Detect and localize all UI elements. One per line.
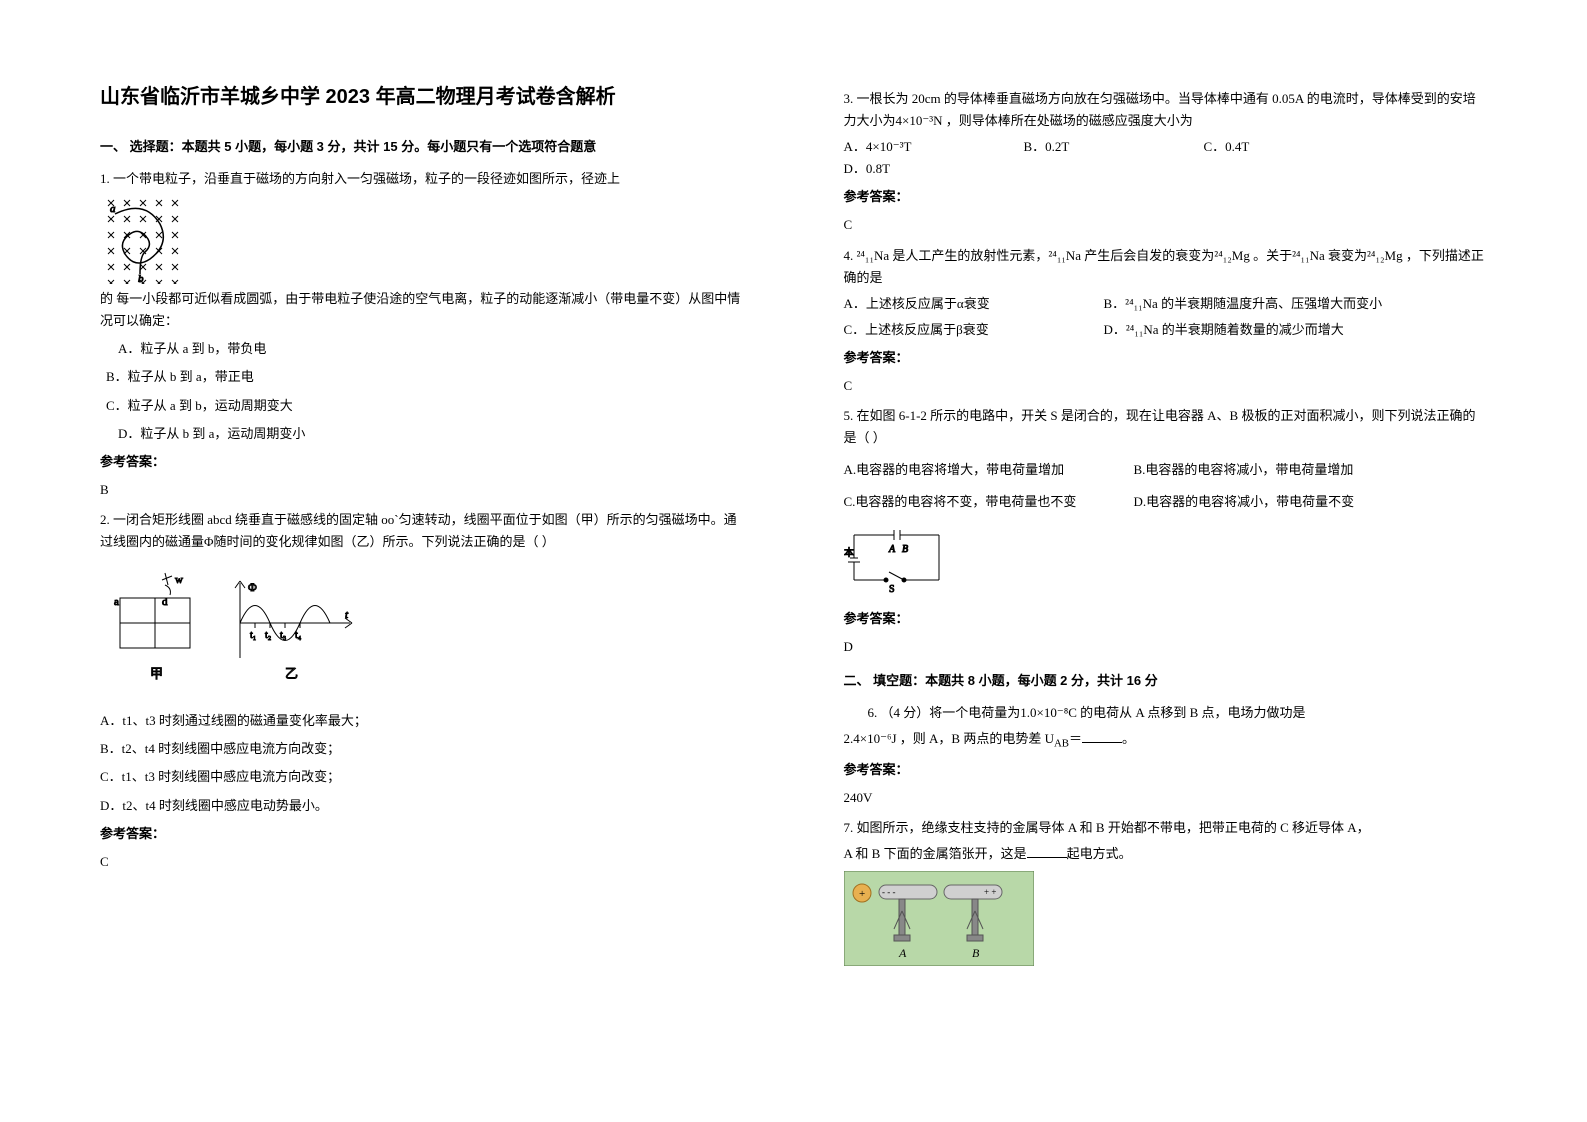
question-4: 4. ²⁴₁₁Na 是人工产生的放射性元素，²⁴₁₁Na 产生后会自发的衰变为²…: [844, 245, 1488, 341]
svg-text:t₄: t₄: [295, 630, 302, 641]
q5-opt-c: C.电容器的电容将不变，带电荷量也不变: [844, 491, 1104, 513]
answer-label: 参考答案：: [844, 186, 1488, 208]
svg-text:甲: 甲: [150, 666, 163, 681]
svg-text:B: B: [902, 544, 908, 555]
q5-opt-b: B.电容器的电容将减小，带电荷量增加: [1134, 459, 1354, 481]
q7-text-b: A 和 B 下面的金属箔张开，这是起电方式。: [844, 843, 1488, 865]
q1-figure: a b: [100, 194, 744, 284]
q2-answer: C: [100, 851, 744, 873]
svg-text:a: a: [110, 203, 116, 215]
q4-opt-a: A．上述核反应属于α衰变: [844, 293, 1074, 315]
q6-answer: 240V: [844, 787, 1488, 809]
svg-text:+: +: [859, 888, 865, 900]
svg-text:d: d: [162, 596, 168, 608]
svg-text:乙: 乙: [285, 666, 298, 681]
answer-label: 参考答案：: [844, 608, 1488, 630]
q5-opt-d: D.电容器的电容将减小，带电荷量不变: [1134, 491, 1355, 513]
q4-opt-b: B．²⁴₁₁Na 的半衰期随温度升高、压强增大而变小: [1104, 293, 1383, 315]
svg-text:t₁: t₁: [250, 630, 256, 641]
svg-text:- - -: - - -: [882, 887, 896, 897]
svg-text:A: A: [898, 946, 907, 960]
svg-text:+ +: + +: [984, 887, 996, 897]
q3-answer: C: [844, 214, 1488, 236]
q7-figure: + A B - - - + +: [844, 871, 1488, 973]
svg-text:Φ: Φ: [248, 580, 257, 594]
svg-text:A: A: [888, 544, 896, 555]
q5-opt-a: A.电容器的电容将增大，带电荷量增加: [844, 459, 1104, 481]
q4-opt-d: D．²⁴₁₁Na 的半衰期随着数量的减少而增大: [1104, 319, 1344, 341]
section2-header: 二、 填空题：本题共 8 小题，每小题 2 分，共计 16 分: [844, 670, 1488, 692]
q5-answer: D: [844, 636, 1488, 658]
svg-text:b: b: [138, 273, 144, 284]
q1-text-b: 的 每一小段都可近似看成圆弧，由于带电粒子使沿途的空气电离，粒子的动能逐渐减小（…: [100, 288, 744, 332]
q1-opt-a: A．粒子从 a 到 b，带负电: [118, 338, 744, 360]
svg-text:S: S: [889, 584, 895, 595]
question-6: 6. （4 分）将一个电荷量为1.0×10⁻⁸C 的电荷从 A 点移到 B 点，…: [844, 702, 1488, 753]
q3-opt-d: D．0.8T: [844, 158, 994, 180]
svg-text:本: 本: [844, 546, 854, 559]
question-2: 2. 一闭合矩形线圈 abcd 绕垂直于磁感线的固定轴 oo`匀速转动，线圈平面…: [100, 509, 744, 817]
q4-answer: C: [844, 375, 1488, 397]
q2-opt-a: A．t1、t3 时刻通过线圈的磁通量变化率最大；: [100, 710, 744, 732]
q3-opt-c: C．0.4T: [1204, 136, 1354, 158]
svg-text:t: t: [345, 609, 349, 621]
svg-text:t₃: t₃: [280, 630, 286, 641]
q1-text-a: 1. 一个带电粒子，沿垂直于磁场的方向射入一匀强磁场，粒子的一段径迹如图所示，径…: [100, 168, 744, 190]
svg-text:a: a: [114, 596, 119, 608]
section1-header: 一、 选择题：本题共 5 小题，每小题 3 分，共计 15 分。每小题只有一个选…: [100, 136, 744, 158]
q5-figure: A B S 本: [844, 520, 1488, 602]
q3-text: 3. 一根长为 20cm 的导体棒垂直磁场方向放在匀强磁场中。当导体棒中通有 0…: [844, 88, 1488, 132]
q5-text: 5. 在如图 6-1-2 所示的电路中，开关 S 是闭合的，现在让电容器 A、B…: [844, 405, 1488, 449]
q3-opt-b: B．0.2T: [1024, 136, 1174, 158]
q4-opt-c: C．上述核反应属于β衰变: [844, 319, 1074, 341]
q1-opt-c: C．粒子从 a 到 b，运动周期变大: [106, 395, 744, 417]
q7-text-a: 7. 如图所示，绝缘支柱支持的金属导体 A 和 B 开始都不带电，把带正电荷的 …: [844, 817, 1488, 839]
q4-text: 4. ²⁴₁₁Na 是人工产生的放射性元素，²⁴₁₁Na 产生后会自发的衰变为²…: [844, 245, 1488, 289]
answer-label: 参考答案：: [100, 823, 744, 845]
q2-opt-c: C．t1、t3 时刻线圈中感应电流方向改变；: [100, 766, 744, 788]
q2-figure: a d w 甲 Φ t₁ t₂ t₃ t₄: [100, 563, 744, 700]
q2-text: 2. 一闭合矩形线圈 abcd 绕垂直于磁感线的固定轴 oo`匀速转动，线圈平面…: [100, 509, 744, 553]
question-7: 7. 如图所示，绝缘支柱支持的金属导体 A 和 B 开始都不带电，把带正电荷的 …: [844, 817, 1488, 973]
answer-label: 参考答案：: [844, 347, 1488, 369]
question-1: 1. 一个带电粒子，沿垂直于磁场的方向射入一匀强磁场，粒子的一段径迹如图所示，径…: [100, 168, 744, 445]
q2-opt-d: D．t2、t4 时刻线圈中感应电动势最小。: [100, 795, 744, 817]
q6-text-a: 6. （4 分）将一个电荷量为1.0×10⁻⁸C 的电荷从 A 点移到 B 点，…: [868, 702, 1488, 724]
q6-text-b: 2.4×10⁻⁶J ，则 A，B 两点的电势差 UAB＝。: [844, 728, 1488, 753]
q1-opt-b: B．粒子从 b 到 a，带正电: [106, 366, 744, 388]
q1-opt-d: D．粒子从 b 到 a，运动周期变小: [118, 423, 744, 445]
svg-text:t₂: t₂: [265, 630, 271, 641]
q1-answer: B: [100, 479, 744, 501]
svg-text:B: B: [972, 946, 980, 960]
answer-label: 参考答案：: [100, 451, 744, 473]
question-5: 5. 在如图 6-1-2 所示的电路中，开关 S 是闭合的，现在让电容器 A、B…: [844, 405, 1488, 601]
question-3: 3. 一根长为 20cm 的导体棒垂直磁场方向放在匀强磁场中。当导体棒中通有 0…: [844, 88, 1488, 180]
q3-opt-a: A．4×10⁻³T: [844, 136, 994, 158]
answer-label: 参考答案：: [844, 759, 1488, 781]
svg-text:w: w: [175, 574, 183, 586]
page-title: 山东省临沂市羊城乡中学 2023 年高二物理月考试卷含解析: [100, 80, 744, 114]
q2-opt-b: B．t2、t4 时刻线圈中感应电流方向改变；: [100, 738, 744, 760]
